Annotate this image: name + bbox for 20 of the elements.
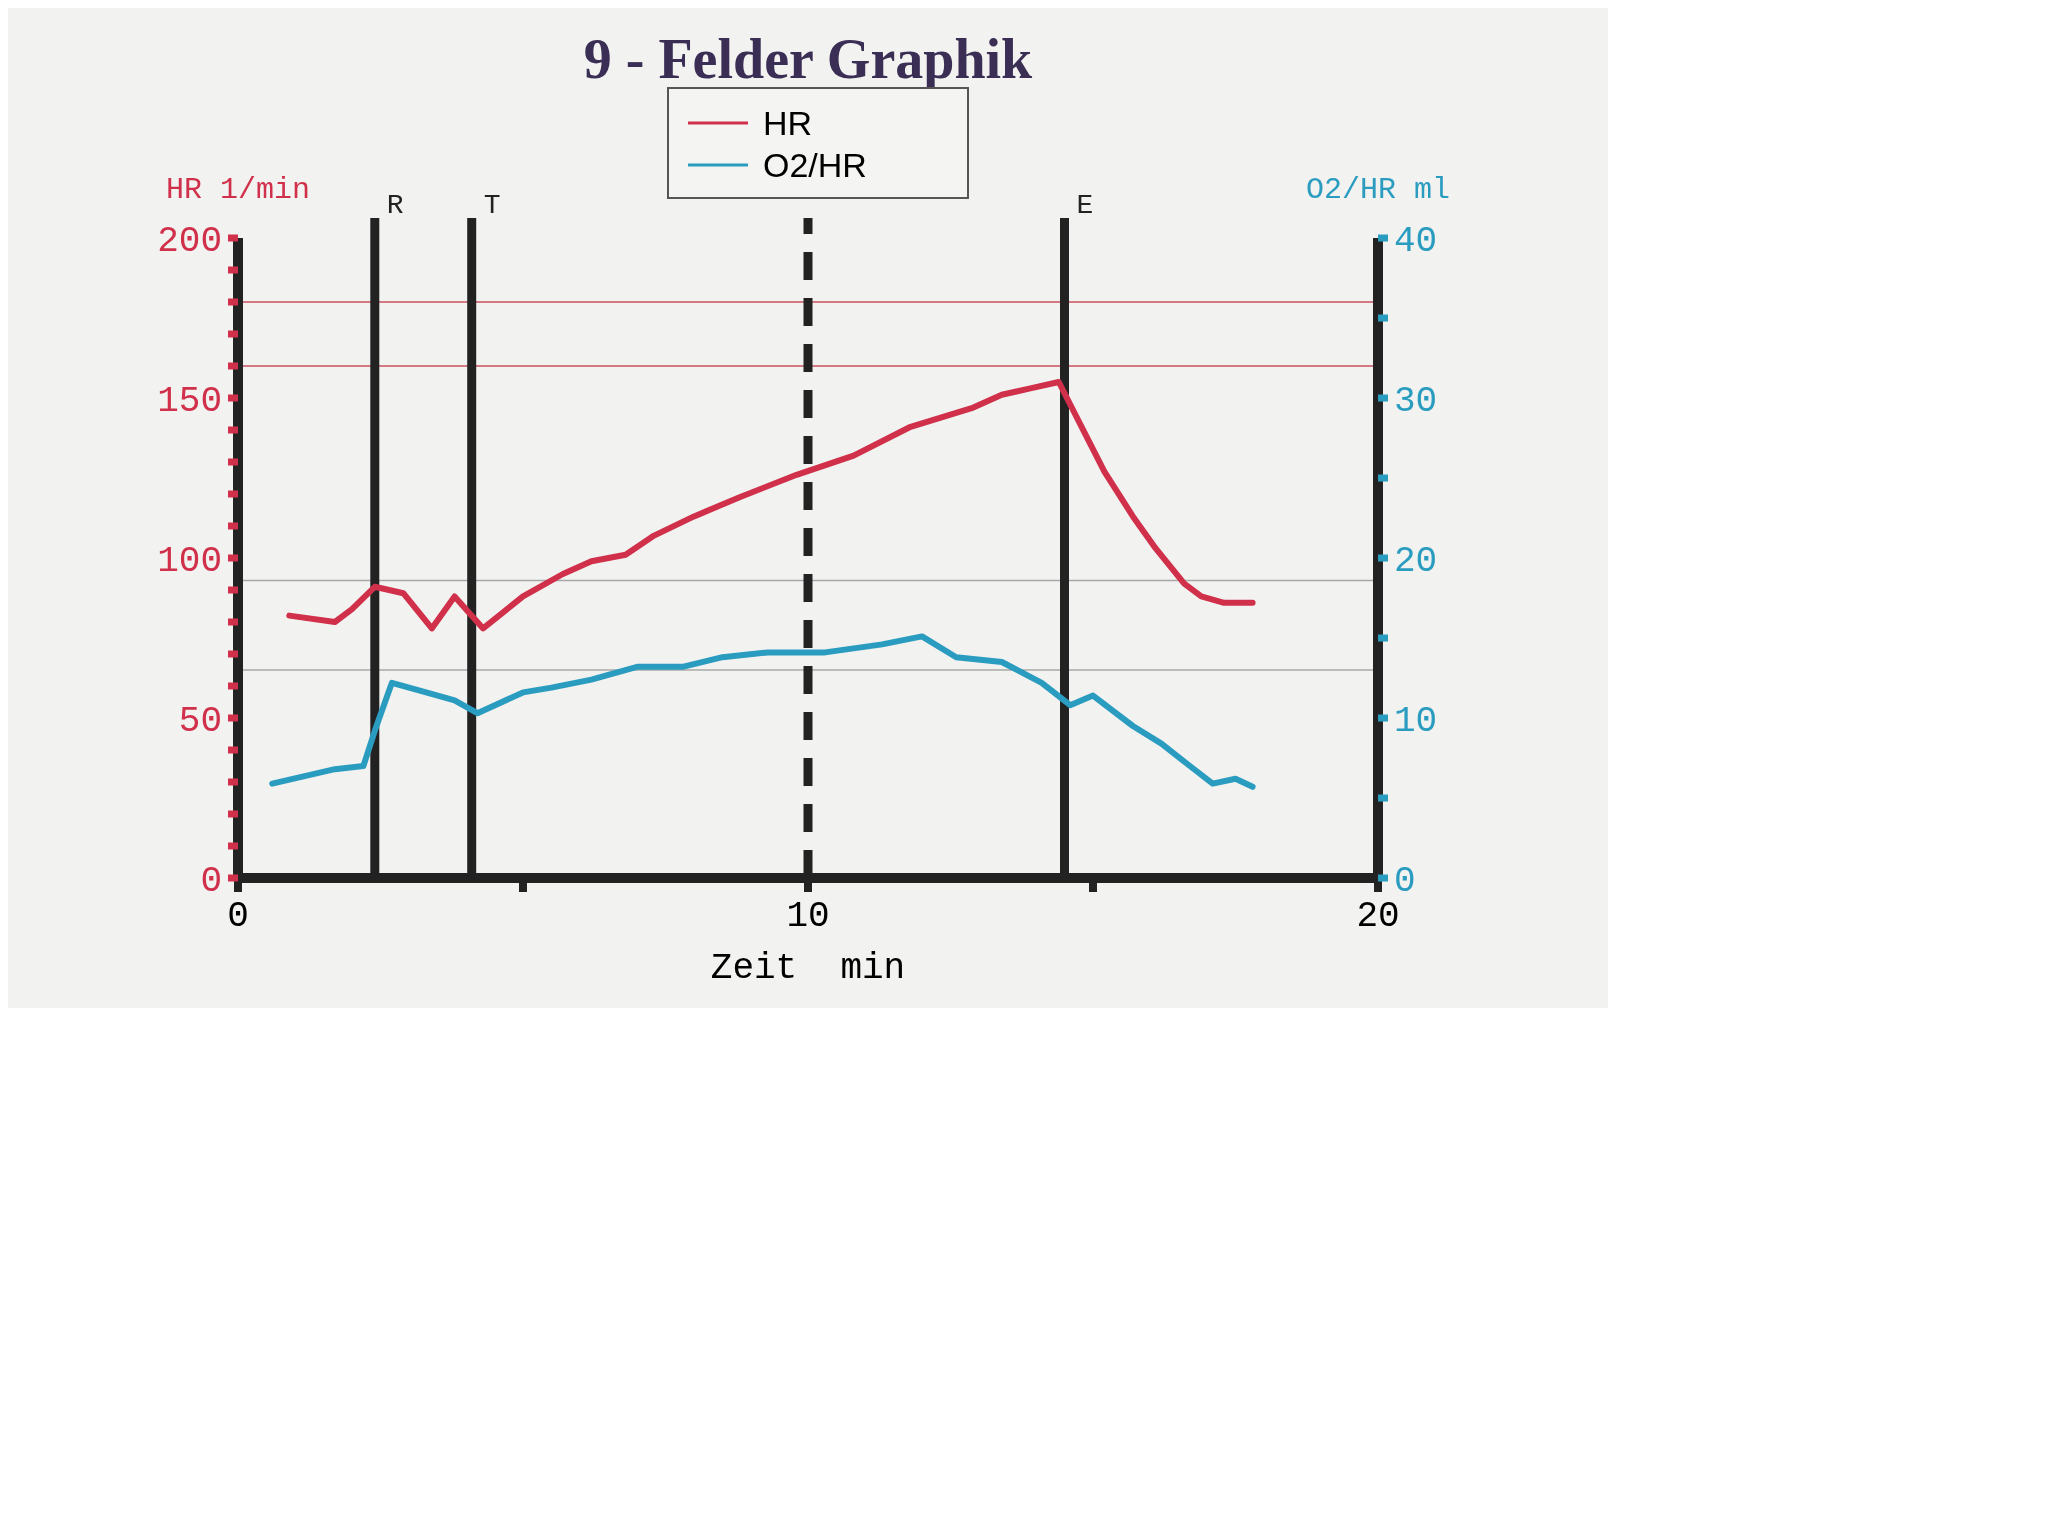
y2-tick-label: 10 — [1394, 700, 1438, 742]
ref-line-label: R — [386, 190, 404, 221]
y2-tick-label: 20 — [1394, 540, 1438, 582]
legend-label: O2/HR — [763, 145, 867, 184]
x-tick-label: 0 — [227, 896, 249, 937]
y-tick-label: 100 — [157, 540, 222, 582]
y2-axis-title: O2/HR ml — [1305, 173, 1451, 207]
y-axis-title: HR 1/min — [165, 173, 311, 207]
y2-tick-label: 40 — [1394, 220, 1438, 262]
y2-tick-label: 30 — [1394, 380, 1438, 422]
chart-title: 9 - Felder Graphik — [583, 28, 1034, 90]
y-tick-label: 150 — [157, 380, 222, 422]
legend-label: HR — [763, 103, 813, 142]
ref-line-label: E — [1076, 190, 1094, 221]
y-tick-label: 200 — [157, 220, 222, 262]
x-axis-title: Zeit min — [710, 948, 906, 989]
y-tick-label: 0 — [200, 860, 222, 902]
x-tick-label: 10 — [786, 896, 830, 937]
ref-line-label: T — [483, 190, 501, 221]
y-tick-label: 50 — [178, 700, 222, 742]
